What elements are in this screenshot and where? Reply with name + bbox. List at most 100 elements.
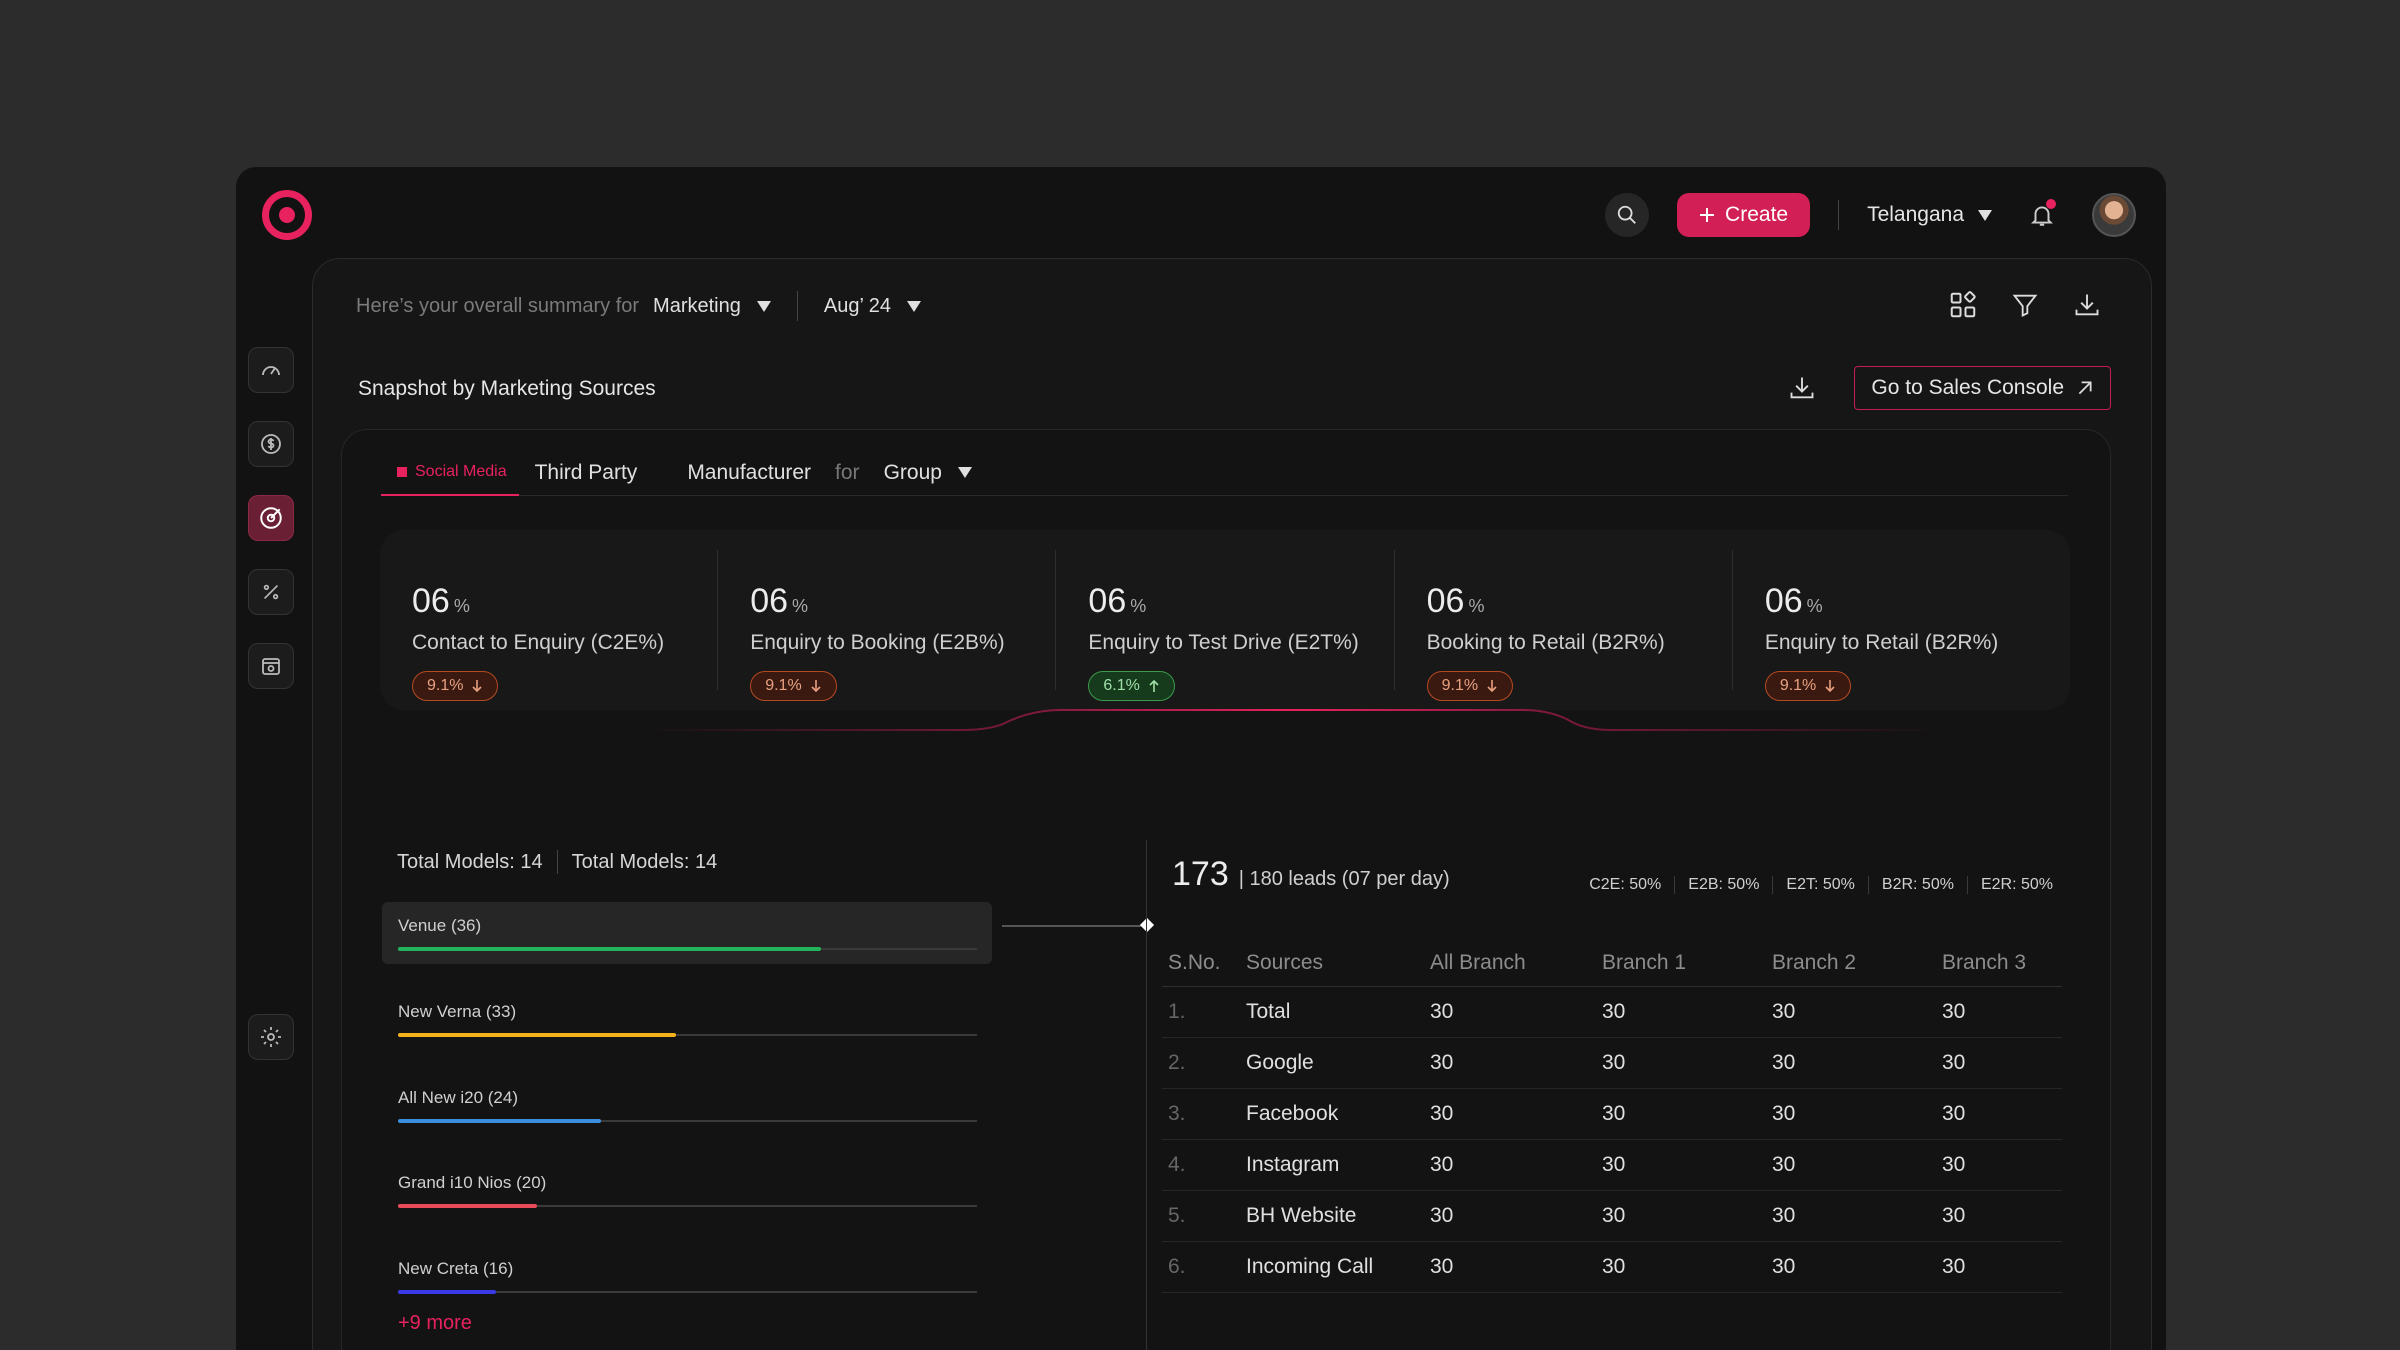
- leads-detail: | 180 leads (07 per day): [1238, 868, 1450, 890]
- kpi-unit: %: [1468, 596, 1485, 616]
- kpi-strip: 06% Contact to Enquiry (C2E%) 9.1% 06% E…: [380, 530, 2070, 710]
- ratio-item: B2R: 50%: [1867, 876, 1967, 894]
- divider: [556, 850, 558, 874]
- kpi-value: 06%: [412, 582, 717, 621]
- snapshot-title: Snapshot by Marketing Sources: [358, 377, 656, 400]
- sidebar-item-sales[interactable]: [248, 421, 294, 467]
- department-select[interactable]: Marketing: [653, 295, 771, 318]
- table-row[interactable]: 1. Total 30 30 30 30: [1162, 986, 2062, 1038]
- table-row[interactable]: 4. Instagram 30 30 30 30: [1162, 1139, 2062, 1191]
- progress-track: [398, 947, 977, 951]
- sidebar-item-dashboard[interactable]: [248, 347, 294, 393]
- divider: [1146, 840, 1147, 1350]
- create-label: Create: [1725, 203, 1789, 226]
- source-cell: BH Website: [1240, 1190, 1424, 1242]
- sidebar-item-offers[interactable]: [248, 569, 294, 615]
- table-row[interactable]: 2. Google 30 30 30 30: [1162, 1037, 2062, 1089]
- app-logo[interactable]: [262, 190, 312, 240]
- kpi-label: Booking to Retail (B2R%): [1426, 631, 1665, 654]
- speedometer-icon: [262, 366, 280, 376]
- download-button[interactable]: [2071, 289, 2103, 321]
- divider: [1838, 200, 1840, 230]
- sidebar-item-marketing[interactable]: [248, 495, 294, 541]
- tab-social-media[interactable]: Social Media: [381, 450, 519, 496]
- source-cell: Facebook: [1240, 1088, 1424, 1140]
- progress-fill: [398, 1290, 497, 1294]
- kpi-card: 06% Booking to Retail (B2R%) 9.1%: [1395, 550, 1733, 701]
- period-label: Aug’ 24: [823, 294, 891, 317]
- ratio-item: E2R: 50%: [1966, 876, 2066, 894]
- serial-cell: 5.: [1162, 1190, 1240, 1242]
- kpi-unit: %: [453, 596, 470, 616]
- tab-third-party[interactable]: Third Party: [519, 450, 654, 496]
- model-name: All New i20 (24): [398, 1088, 518, 1107]
- kpi-value: 06%: [1088, 582, 1393, 621]
- table-row[interactable]: 3. Facebook 30 30 30 30: [1162, 1088, 2062, 1140]
- column-header: Branch 3: [1936, 940, 2062, 987]
- arrow-down-icon: [472, 680, 483, 693]
- value-cell: 30: [1596, 1241, 1766, 1293]
- download-icon: [2075, 294, 2099, 316]
- source-tabs: Social Media Third Party Manufacturer fo…: [381, 450, 2068, 496]
- source-cell: Incoming Call: [1240, 1241, 1424, 1293]
- model-item[interactable]: New Verna (33): [382, 988, 992, 1050]
- ratio-list: C2E: 50% E2B: 50% E2T: 50% B2R: 50% E2R:…: [1576, 876, 2066, 894]
- notifications-button[interactable]: [2020, 193, 2064, 237]
- filter-icon: [2012, 294, 2038, 318]
- model-item[interactable]: Venue (36): [382, 902, 992, 964]
- search-button[interactable]: [1605, 193, 1650, 237]
- filter-button[interactable]: [2009, 289, 2041, 321]
- column-header: Branch 2: [1766, 940, 1936, 987]
- layout-button[interactable]: [1947, 289, 1979, 321]
- more-models-link[interactable]: +9 more: [398, 1312, 472, 1334]
- external-link-icon: [2078, 381, 2092, 395]
- model-item[interactable]: Grand i10 Nios (20): [382, 1159, 992, 1221]
- bell-icon: [2030, 206, 2054, 226]
- region-select[interactable]: Telangana: [1867, 203, 1992, 227]
- models-count: Total Models: 14: [571, 850, 718, 873]
- active-marker-icon: [397, 466, 407, 477]
- ratio-item: C2E: 50%: [1589, 876, 1662, 893]
- value-cell: 30: [1936, 1139, 2062, 1191]
- group-label: Group: [883, 460, 942, 484]
- sales-console-button[interactable]: Go to Sales Console: [1854, 366, 2111, 410]
- table-row[interactable]: 5. BH Website 30 30 30 30: [1162, 1190, 2062, 1242]
- table-row[interactable]: 6. Incoming Call 30 30 30 30: [1162, 1241, 2062, 1293]
- sidebar-item-calendar[interactable]: [248, 643, 294, 689]
- chevron-down-icon: [957, 467, 972, 478]
- snapshot-download-button[interactable]: [1786, 372, 1818, 404]
- value-cell: 30: [1596, 1190, 1766, 1242]
- arrow-down-icon: [1487, 680, 1497, 693]
- notification-dot: [2046, 199, 2056, 209]
- value-cell: 30: [1596, 1139, 1766, 1191]
- model-item[interactable]: New Creta (16): [382, 1245, 992, 1307]
- tab-manufacturer[interactable]: Manufacturer: [671, 450, 827, 496]
- models-count: Total Models: 14: [397, 850, 543, 873]
- serial-cell: 2.: [1162, 1037, 1240, 1089]
- create-button[interactable]: Create: [1677, 193, 1811, 237]
- sidebar: [248, 347, 294, 689]
- ratio-item: E2B: 50%: [1674, 876, 1772, 894]
- chevron-down-icon: [1978, 209, 1992, 221]
- arrow-down-icon: [1825, 680, 1835, 693]
- trend-badge: 6.1%: [1088, 671, 1175, 701]
- settings-button[interactable]: [248, 1014, 294, 1060]
- period-select[interactable]: Aug’ 24: [824, 295, 921, 318]
- column-header: All Branch: [1424, 940, 1596, 987]
- region-label: Telangana: [1867, 203, 1964, 226]
- value-cell: 30: [1596, 1037, 1766, 1089]
- column-header: S.No.: [1162, 940, 1240, 987]
- kpi-number: 06: [1088, 582, 1127, 620]
- dollar-icon: [261, 434, 281, 454]
- target-icon: [260, 507, 282, 529]
- value-cell: 30: [1936, 1037, 2062, 1089]
- model-item[interactable]: All New i20 (24): [382, 1074, 992, 1136]
- value-cell: 30: [1424, 986, 1596, 1038]
- value-cell: 30: [1596, 1088, 1766, 1140]
- value-cell: 30: [1766, 1190, 1936, 1242]
- value-cell: 30: [1424, 1088, 1596, 1140]
- avatar[interactable]: [2092, 193, 2136, 237]
- value-cell: 30: [1424, 1037, 1596, 1089]
- progress-track: [398, 1119, 977, 1123]
- group-select[interactable]: Group: [868, 450, 988, 496]
